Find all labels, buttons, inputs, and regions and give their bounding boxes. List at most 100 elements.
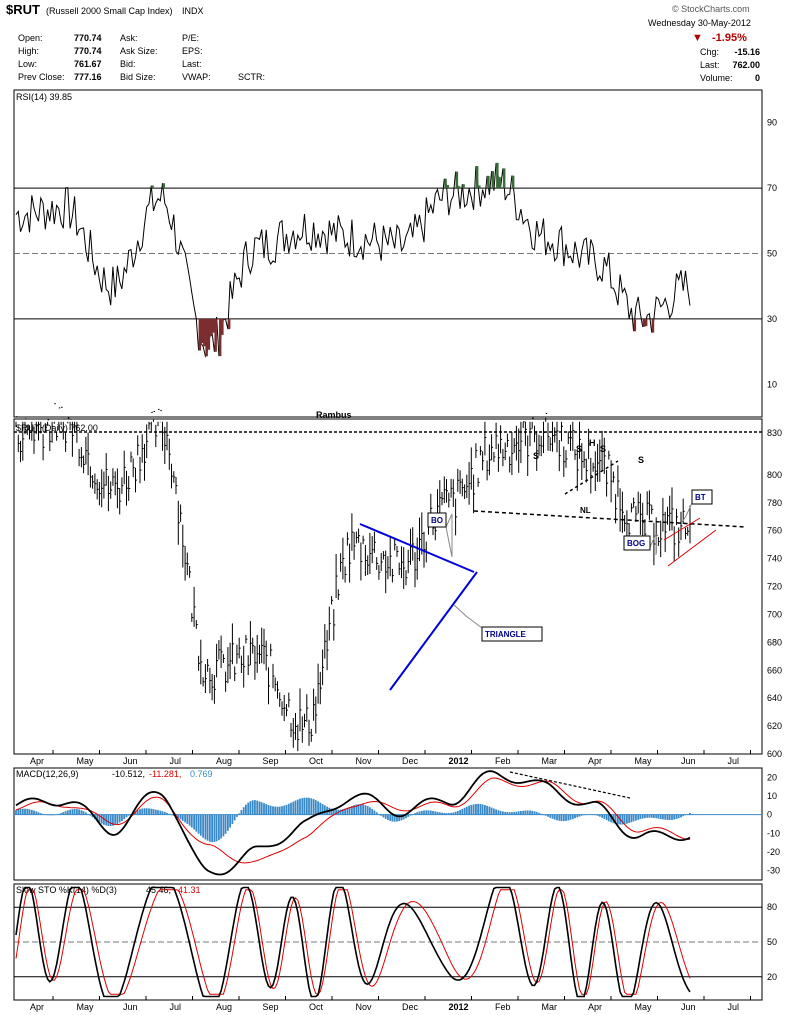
last-price-label: Last:	[700, 60, 720, 70]
macd-hist-bar	[103, 814, 105, 825]
chg-label: Chg:	[700, 47, 720, 57]
macd-hist-bar	[380, 814, 383, 816]
rsi-tick-label: 30	[767, 314, 777, 324]
macd-hist-bar	[317, 801, 319, 815]
macd-hist-bar	[71, 809, 74, 815]
macd-hist-bar	[66, 810, 69, 815]
triangle-lower-line	[389, 571, 478, 691]
macd-hist-bar	[314, 800, 317, 815]
month-label: Mar	[542, 1002, 558, 1012]
macd-legend: MACD(12,26,9) -10.512, -11.281, 0.769	[16, 769, 213, 779]
macd-hist-bar	[251, 800, 254, 815]
macd-tick-label: -30	[767, 866, 780, 876]
macd-legend-hist: 0.769	[190, 769, 213, 779]
price-panel: Rambus $RUT (Daily) 762.00 800 780 760 740 7…	[13, 403, 782, 759]
price-tick-label: 800	[767, 470, 782, 480]
macd-hist-bar	[477, 803, 479, 815]
macd-hist-bar	[549, 814, 552, 818]
macd-hist-bar	[177, 814, 180, 819]
macd-hist-bar	[517, 811, 520, 815]
bt-label: BT	[695, 493, 706, 502]
macd-hist-bar	[648, 814, 651, 818]
head-trendline	[564, 460, 619, 495]
sto-legend-k: 45.46,	[146, 885, 171, 895]
macd-hist-bar	[526, 810, 529, 815]
macd-hist-bar	[574, 814, 576, 819]
macd-hist-bar	[238, 813, 241, 815]
month-label: Jul	[170, 756, 182, 766]
macd-hist-bar	[470, 804, 473, 815]
macd-hist-bar	[91, 814, 94, 818]
macd-hist-bar	[353, 805, 355, 815]
macd-tick-label: 20	[767, 772, 777, 782]
macd-hist-bar	[154, 809, 157, 815]
macd-hist-bar	[249, 801, 252, 815]
price-tick-label: 760	[767, 526, 782, 536]
macd-hist-bar	[524, 810, 527, 815]
macd-hist-bar	[434, 811, 437, 815]
macd-hist-bar	[662, 814, 664, 820]
macd-hist-bar	[556, 814, 558, 821]
macd-hist-bar	[436, 811, 439, 815]
macd-hist-bar	[402, 814, 405, 820]
left-shoulder-1-label: S	[533, 451, 539, 461]
triangle-callout-pointer	[453, 604, 483, 629]
macd-hist-bar	[21, 808, 24, 815]
macd-hist-bar	[33, 810, 35, 815]
triangle-callout	[481, 626, 543, 642]
macd-hist-bar	[423, 810, 425, 815]
macd-hist-bar	[276, 806, 279, 815]
macd-hist-bar	[456, 811, 459, 815]
bt-callout	[691, 489, 713, 505]
month-label: Sep	[263, 756, 279, 766]
macd-hist-bar	[497, 810, 500, 815]
macd-hist-bar	[114, 814, 117, 825]
macd-hist-bar	[427, 810, 430, 815]
macd-hist-bar	[236, 814, 238, 817]
month-label: Oct	[309, 1002, 324, 1012]
price-tick-label: 600	[767, 749, 782, 759]
macd-hist-bar	[461, 808, 464, 815]
month-label: Apr	[30, 756, 44, 766]
macd-hist-bar	[342, 809, 344, 815]
macd-hist-bar	[287, 803, 290, 815]
macd-hist-bar	[544, 814, 547, 816]
bt-callout-pointer	[681, 502, 693, 523]
macd-hist-bar	[506, 812, 509, 815]
last-label: Last:	[182, 59, 202, 69]
macd-hist-bar	[605, 814, 608, 821]
macd-hist-bar	[653, 814, 655, 818]
sctr-label: SCTR:	[238, 72, 265, 82]
macd-hist-bar	[391, 814, 394, 822]
bo-callout-pointer	[445, 513, 453, 558]
month-label: Jun	[681, 756, 696, 766]
macd-hist-bar	[233, 814, 236, 821]
macd-hist-bar	[263, 803, 265, 815]
macd-hist-bar	[73, 809, 76, 815]
macd-hist-bar	[535, 811, 538, 815]
rsi-line	[15, 162, 691, 359]
stat-value: 761.67	[74, 59, 102, 69]
macd-hist-bar	[682, 814, 685, 817]
macd-hist-bar	[441, 812, 443, 815]
sto-panel: Slow STO %K(14) %D(3) 45.46, 41.31 80 50 2…	[13, 883, 777, 1001]
macd-hist-bar	[323, 805, 326, 815]
macd-hist-bar	[522, 810, 525, 815]
chart-header: $RUT (Russell 2000 Small Cap Index) INDX…	[0, 0, 800, 90]
stat-label: High:	[18, 46, 40, 56]
macd-hist-bar	[531, 810, 534, 815]
chart-date: Wednesday 30-May-2012	[648, 18, 751, 28]
volume-label: Volume:	[700, 73, 733, 83]
month-label: Nov	[356, 1002, 373, 1012]
macd-hist-bar	[465, 806, 468, 815]
macd-hist-bar	[508, 812, 511, 815]
price-tick-label: 620	[767, 721, 782, 731]
stat-label: Prev Close:	[18, 72, 65, 82]
macd-hist-bar	[197, 814, 200, 834]
eps-label: EPS:	[182, 46, 203, 56]
macd-hist-bar	[493, 808, 495, 815]
month-label: Nov	[356, 756, 373, 766]
macd-panel: MACD(12,26,9) -10.512, -11.281, 0.769 20…	[13, 767, 780, 881]
head-label: H	[589, 438, 596, 448]
